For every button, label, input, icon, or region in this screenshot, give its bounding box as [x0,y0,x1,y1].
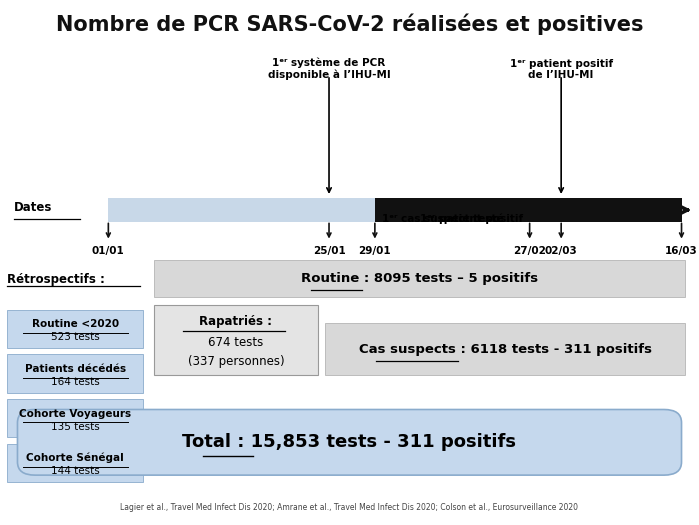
FancyBboxPatch shape [7,310,143,348]
Text: 29/01: 29/01 [359,246,391,256]
Text: 27/02: 27/02 [513,246,546,256]
Text: 1ᵉʳ système de PCR
disponible à l’IHU-MI: 1ᵉʳ système de PCR disponible à l’IHU-MI [268,58,391,80]
Text: 16/03: 16/03 [665,246,698,256]
Text: 523 tests: 523 tests [51,332,99,342]
Text: Rétrospectifs :: Rétrospectifs : [7,273,105,286]
Text: 1ᵉʳ cas suspect testé: 1ᵉʳ cas suspect testé [382,214,503,224]
FancyBboxPatch shape [375,198,682,222]
FancyBboxPatch shape [108,198,375,222]
FancyBboxPatch shape [154,304,318,375]
Text: 135 tests: 135 tests [51,422,99,432]
Text: 144 tests: 144 tests [51,466,99,476]
Text: 1ᵉʳ patient positif
de l’IHU-MI: 1ᵉʳ patient positif de l’IHU-MI [510,59,613,80]
Text: Routine : 8095 tests – 5 positifs: Routine : 8095 tests – 5 positifs [301,272,538,285]
Text: (337 personnes): (337 personnes) [187,355,284,368]
Text: Cas suspects : 6118 tests - 311 positifs: Cas suspects : 6118 tests - 311 positifs [359,343,651,355]
Text: Routine <2020: Routine <2020 [31,319,119,329]
FancyBboxPatch shape [325,323,685,375]
Text: Patients décédés: Patients décédés [24,364,126,374]
Text: 674 tests: 674 tests [208,335,264,349]
FancyBboxPatch shape [154,260,685,297]
Text: Rapatriés :: Rapatriés : [199,315,273,328]
Text: 164 tests: 164 tests [51,377,99,387]
Text: Dates: Dates [14,201,52,214]
Text: Nombre de PCR SARS-CoV-2 réalisées et positives: Nombre de PCR SARS-CoV-2 réalisées et po… [56,13,643,35]
Text: Total : 15,853 tests - 311 positifs: Total : 15,853 tests - 311 positifs [182,433,517,452]
Text: Cohorte Voyageurs: Cohorte Voyageurs [19,408,131,418]
FancyBboxPatch shape [7,399,143,437]
FancyBboxPatch shape [17,410,682,475]
FancyBboxPatch shape [7,444,143,482]
FancyBboxPatch shape [7,354,143,393]
Text: 1ᵉʳ patient positif: 1ᵉʳ patient positif [419,214,523,224]
Text: 01/01: 01/01 [92,246,124,256]
Text: 25/01: 25/01 [312,246,345,256]
Text: 02/03: 02/03 [545,246,577,256]
Text: Lagier et al., Travel Med Infect Dis 2020; Amrane et al., Travel Med Infect Dis : Lagier et al., Travel Med Infect Dis 202… [120,503,579,512]
Text: Cohorte Sénégal: Cohorte Sénégal [27,453,124,464]
